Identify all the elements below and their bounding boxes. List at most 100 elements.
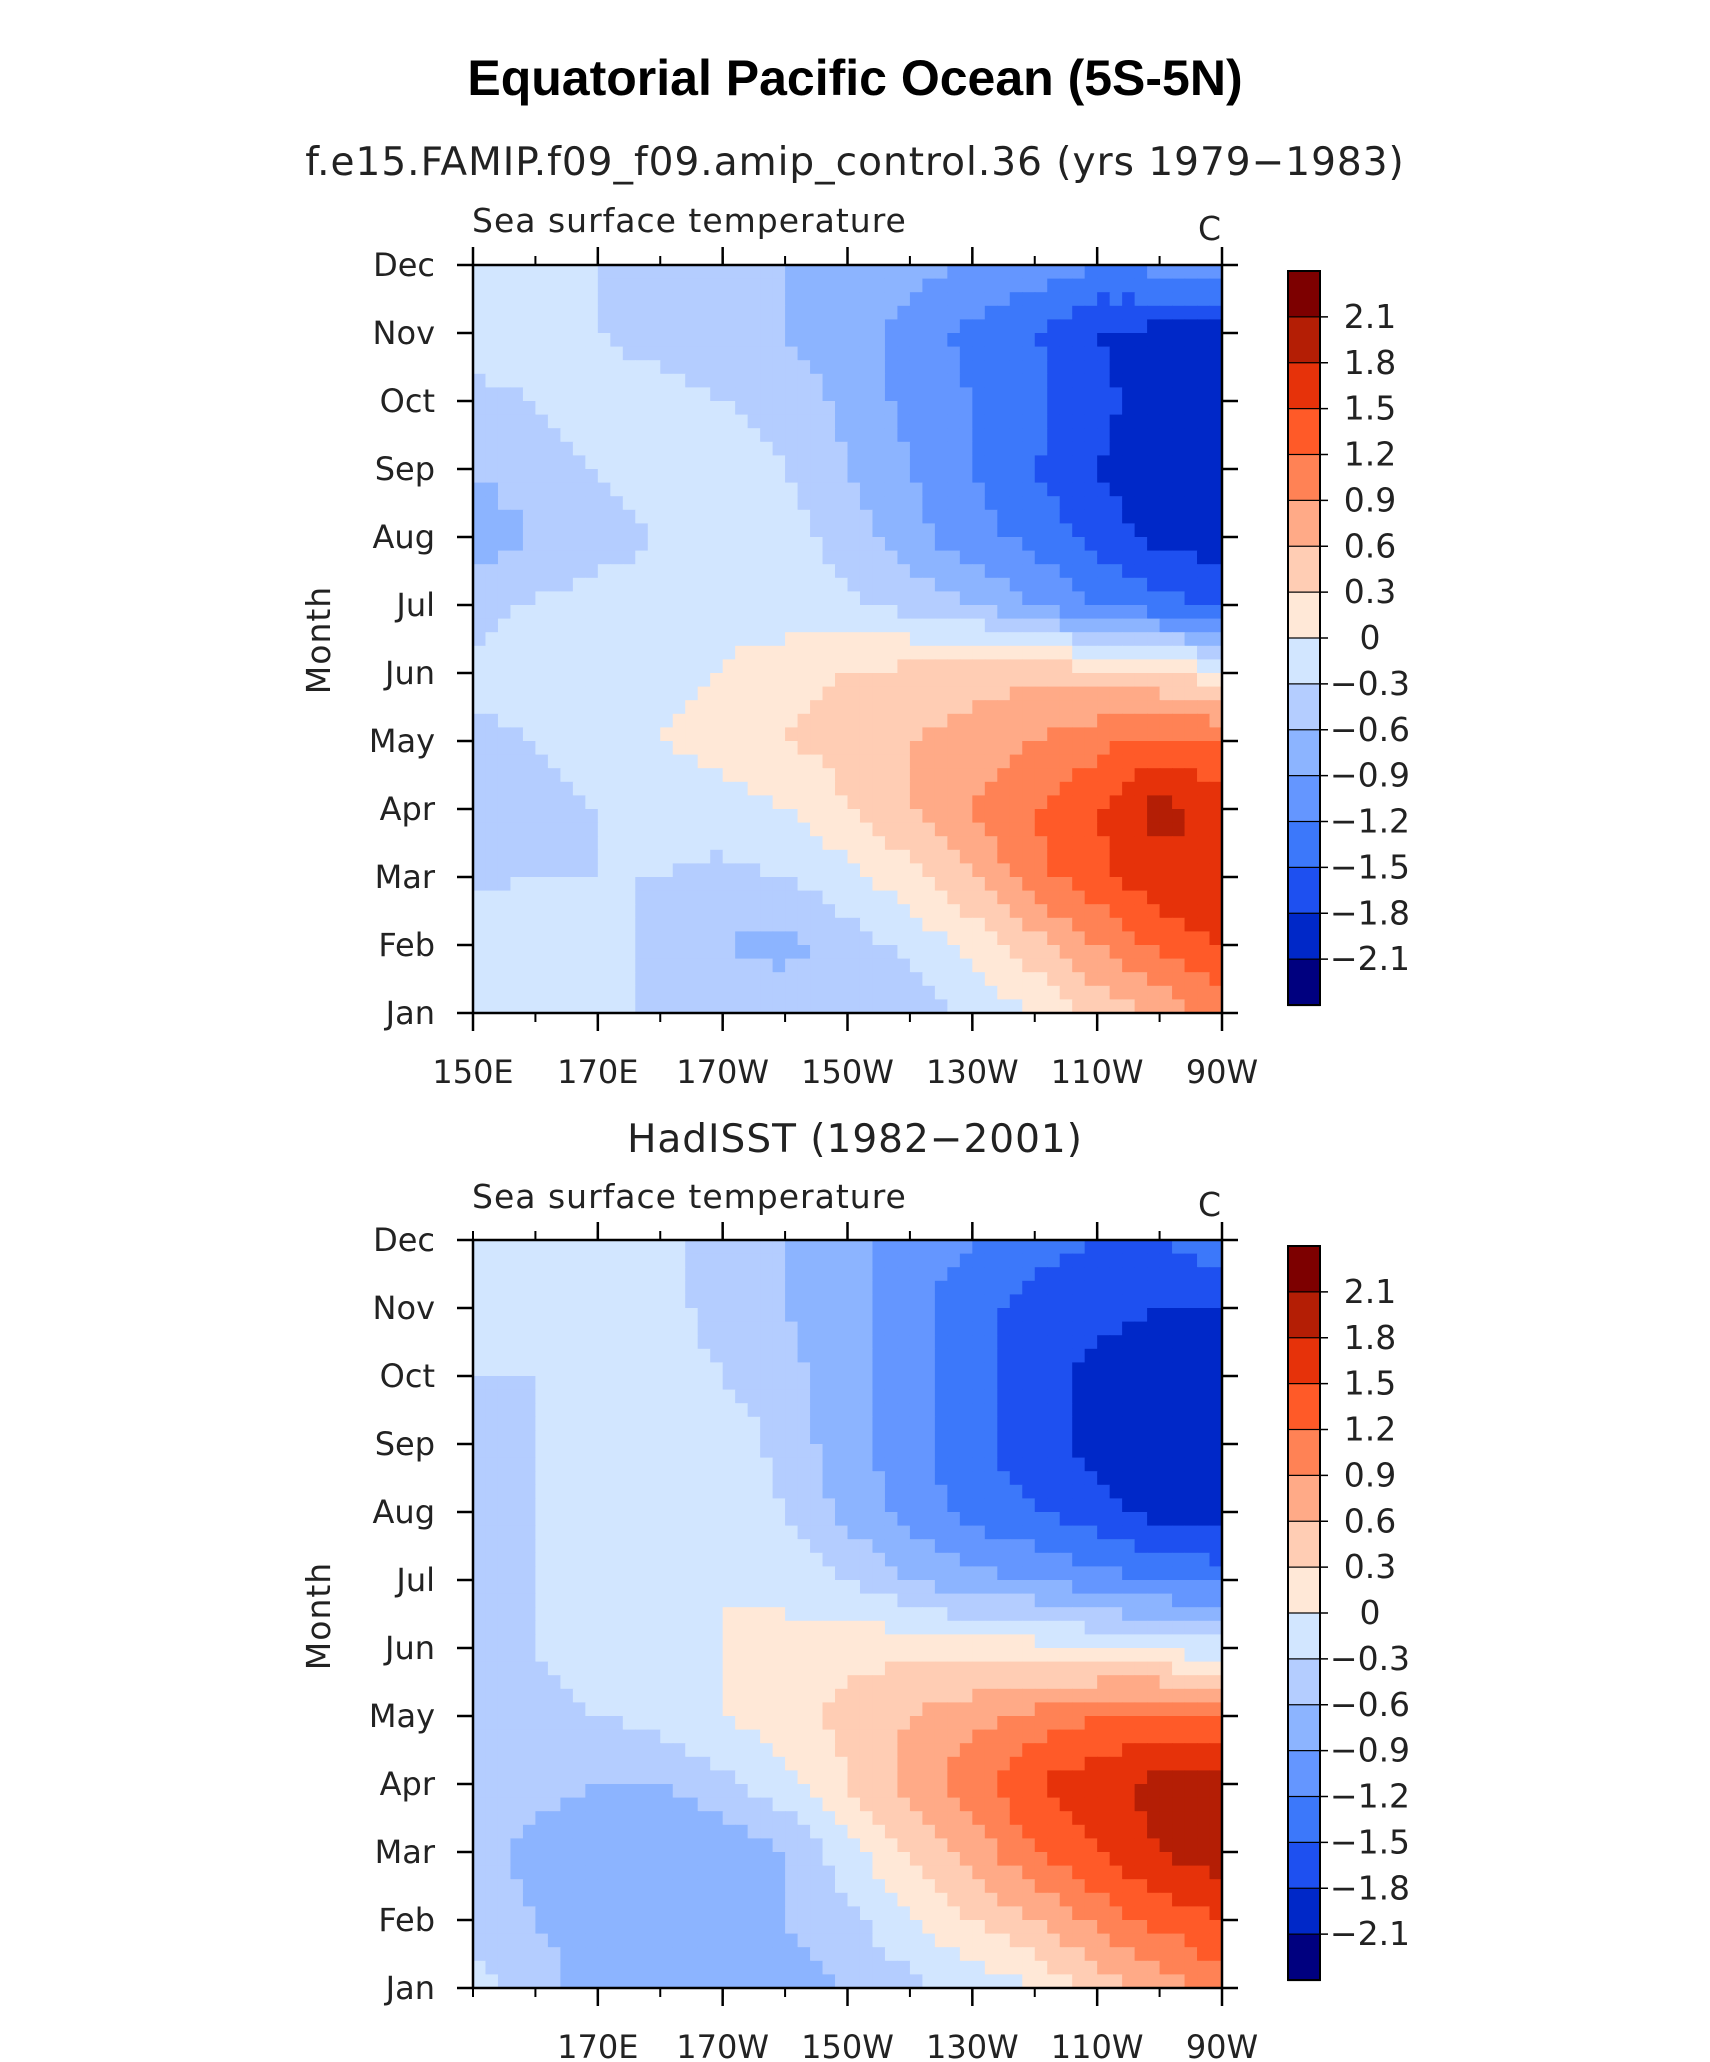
- heatmap-cell: [1122, 1335, 1136, 1350]
- heatmap-cell: [1072, 469, 1086, 484]
- heatmap-cell: [1147, 999, 1161, 1014]
- heatmap-cell: [810, 550, 824, 565]
- heatmap-cell: [735, 713, 749, 728]
- heatmap-cell: [785, 945, 799, 960]
- heatmap-cell: [1197, 727, 1211, 742]
- heatmap-cell: [473, 333, 487, 348]
- heatmap-cell: [909, 387, 923, 402]
- heatmap-cell: [635, 333, 649, 348]
- heatmap-cell: [922, 1403, 936, 1418]
- heatmap-cell: [635, 373, 649, 388]
- heatmap-cell: [560, 713, 574, 728]
- heatmap-cell: [947, 1430, 961, 1445]
- heatmap-cell: [597, 1376, 611, 1391]
- heatmap-cell: [909, 836, 923, 851]
- heatmap-cell: [947, 985, 961, 1000]
- heatmap-cell: [547, 1498, 561, 1513]
- heatmap-cell: [934, 1280, 948, 1295]
- heatmap-cell: [473, 428, 487, 443]
- heatmap-cell: [947, 1552, 961, 1567]
- heatmap-cell: [909, 278, 923, 293]
- heatmap-cell: [735, 605, 749, 620]
- heatmap-cell: [835, 373, 849, 388]
- heatmap-cell: [934, 265, 948, 280]
- heatmap-cell: [647, 1498, 661, 1513]
- heatmap-cell: [1209, 1403, 1223, 1418]
- heatmap-cell: [797, 985, 811, 1000]
- heatmap-cell: [647, 1580, 661, 1595]
- heatmap-cell: [522, 455, 537, 470]
- heatmap-cell: [1159, 945, 1173, 960]
- heatmap-cell: [959, 741, 973, 756]
- heatmap-cell: [1134, 890, 1148, 905]
- heatmap-cell: [747, 1240, 761, 1255]
- heatmap-cell: [1197, 781, 1211, 796]
- heatmap-cell: [1197, 1308, 1211, 1323]
- heatmap-cell: [560, 1525, 574, 1540]
- heatmap-cell: [1122, 849, 1136, 864]
- heatmap-cell: [1059, 632, 1073, 647]
- heatmap-cell: [1134, 469, 1148, 484]
- heatmap-cell: [984, 1416, 998, 1431]
- heatmap-cell: [1059, 496, 1073, 511]
- heatmap-cell: [572, 564, 586, 579]
- heatmap-cell: [1159, 1294, 1173, 1309]
- heatmap-cell: [1172, 387, 1186, 402]
- heatmap-cell: [872, 836, 886, 851]
- heatmap-cell: [959, 1335, 973, 1350]
- heatmap-cell: [760, 1253, 774, 1268]
- heatmap-cell: [884, 1512, 899, 1527]
- heatmap-cell: [810, 1362, 824, 1377]
- heatmap-cell: [560, 333, 574, 348]
- heatmap-cell: [572, 1280, 586, 1295]
- heatmap-cell: [747, 985, 761, 1000]
- heatmap-cell: [1084, 373, 1098, 388]
- heatmap-cell: [547, 890, 561, 905]
- heatmap-cell: [535, 618, 549, 633]
- heatmap-cell: [934, 346, 948, 361]
- heatmap-cell: [1097, 917, 1111, 932]
- heatmap-cell: [884, 1525, 899, 1540]
- heatmap-cell: [872, 1498, 886, 1513]
- heatmap-cell: [535, 333, 549, 348]
- heatmap-cell: [947, 1280, 961, 1295]
- heatmap-cell: [510, 985, 524, 1000]
- heatmap-cell: [984, 618, 998, 633]
- heatmap-cell: [909, 673, 923, 688]
- heatmap-cell: [785, 1566, 799, 1581]
- heatmap-cell: [997, 1566, 1011, 1581]
- heatmap-cell: [972, 1484, 986, 1499]
- heatmap-cell: [1147, 741, 1161, 756]
- heatmap-cell: [1084, 441, 1098, 456]
- heatmap-cell: [1184, 591, 1198, 606]
- heatmap-cell: [997, 673, 1011, 688]
- heatmap-cell: [1072, 795, 1086, 810]
- heatmap-cell: [797, 700, 811, 715]
- heatmap-cell: [772, 1525, 786, 1540]
- heatmap-cell: [785, 958, 799, 973]
- heatmap-cell: [1159, 768, 1173, 783]
- heatmap-cell: [497, 360, 512, 375]
- heatmap-cell: [984, 713, 998, 728]
- heatmap-cell: [697, 917, 711, 932]
- heatmap-cell: [1147, 1389, 1161, 1404]
- heatmap-cell: [1022, 877, 1036, 892]
- heatmap-cell: [1209, 1321, 1223, 1336]
- heatmap-cell: [1109, 795, 1123, 810]
- heatmap-cell: [1197, 972, 1211, 987]
- heatmap-cell: [922, 822, 936, 837]
- heatmap-cell: [735, 836, 749, 851]
- heatmap-cell: [835, 849, 849, 864]
- heatmap-cell: [535, 1539, 549, 1554]
- heatmap-cell: [997, 496, 1011, 511]
- heatmap-cell: [710, 1539, 724, 1554]
- heatmap-cell: [772, 917, 786, 932]
- heatmap-cell: [1209, 401, 1223, 416]
- heatmap-cell: [1109, 373, 1123, 388]
- heatmap-cell: [510, 537, 524, 552]
- heatmap-cell: [522, 1471, 537, 1486]
- heatmap-cell: [1072, 577, 1086, 592]
- heatmap-cell: [972, 428, 986, 443]
- heatmap-cell: [710, 455, 724, 470]
- heatmap-cell: [510, 958, 524, 973]
